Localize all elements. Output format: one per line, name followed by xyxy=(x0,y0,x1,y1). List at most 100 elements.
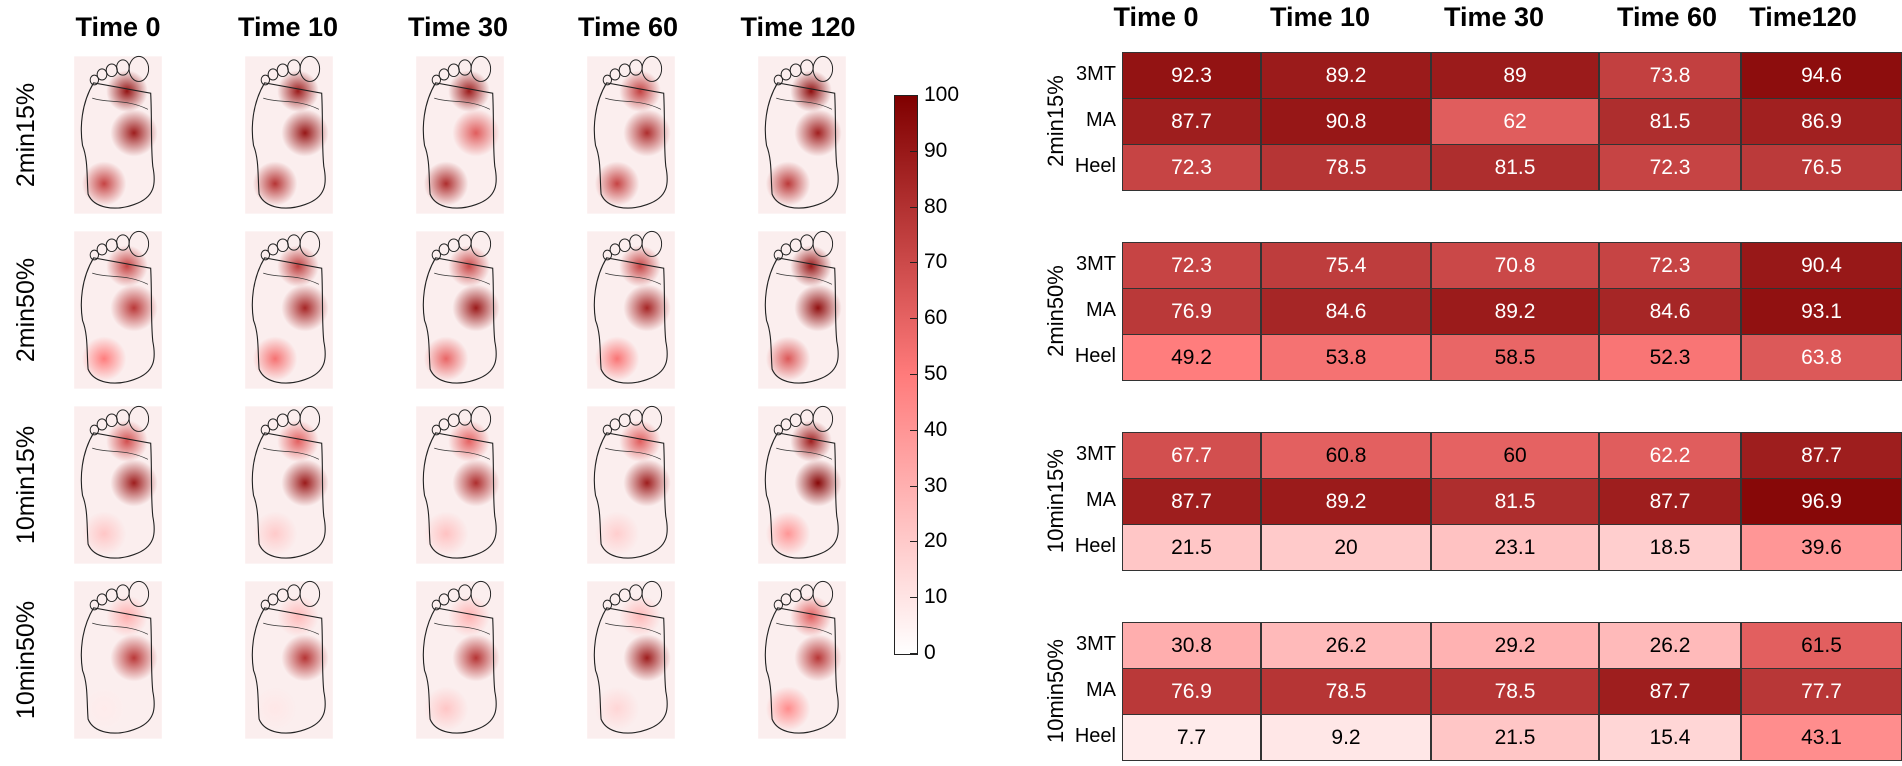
pressure-blob-heel xyxy=(423,511,469,556)
toe-outline xyxy=(618,413,631,428)
foot-outline xyxy=(593,82,668,209)
toe-outline xyxy=(431,74,442,86)
forefoot-line xyxy=(92,97,149,110)
table-cell: 72.3 xyxy=(1122,242,1261,289)
table-cell: 7.7 xyxy=(1122,714,1261,761)
pressure-blob-ma xyxy=(794,109,842,157)
table-cell: 81.5 xyxy=(1431,144,1599,191)
pressure-blob-heel xyxy=(252,161,298,206)
foot-heatmap xyxy=(587,230,675,389)
toe-outline xyxy=(260,599,271,611)
colorbar-tick-mark xyxy=(910,374,917,375)
table-cell: 30.8 xyxy=(1122,622,1261,669)
pressure-blob-heel xyxy=(594,511,640,556)
pressure-blob-heel xyxy=(81,161,127,206)
table-cell: 63.8 xyxy=(1741,334,1902,381)
pressure-blob-heel xyxy=(81,336,127,381)
forefoot-line xyxy=(776,447,833,460)
foot-heatmap xyxy=(245,580,333,739)
colorbar-tick-label: 100 xyxy=(924,83,960,106)
pressure-blob-heel xyxy=(594,336,640,381)
pressure-blob-ma xyxy=(110,634,158,682)
toe-outline xyxy=(438,418,450,431)
table-cell: 15.4 xyxy=(1599,714,1741,761)
table-region-label: MA xyxy=(1086,299,1116,321)
pressure-blob-ma xyxy=(452,109,500,157)
toe-outline xyxy=(267,68,279,81)
foot-heatmap xyxy=(758,580,846,739)
colorbar-tick-label: 50 xyxy=(924,362,948,385)
table-cell: 90.4 xyxy=(1741,242,1902,289)
forefoot-line xyxy=(605,97,662,110)
toe-outline xyxy=(89,599,100,611)
table-region-label: Heel xyxy=(1074,535,1116,557)
foot-outline xyxy=(80,82,155,209)
foot-heatmap xyxy=(245,405,333,564)
foot-outline xyxy=(764,257,839,384)
foot-column-header: Time 10 xyxy=(237,12,339,42)
foot-outline xyxy=(764,82,839,209)
forefoot-line xyxy=(434,97,491,110)
table-region-label: Heel xyxy=(1074,345,1116,367)
pressure-blob-heel xyxy=(765,161,811,206)
toe-outline xyxy=(105,238,118,253)
foot-heatmap xyxy=(758,405,846,564)
toe-outline xyxy=(618,588,631,603)
table-cell: 81.5 xyxy=(1599,98,1741,145)
toe-outline xyxy=(609,243,621,256)
colorbar-tick-label: 30 xyxy=(924,473,948,497)
table-cell: 73.8 xyxy=(1599,52,1741,99)
foot-row-label: 10min15% xyxy=(12,425,40,545)
pressure-blob-ma xyxy=(452,284,500,332)
foot-outline xyxy=(422,257,497,384)
colorbar-tick-label: 70 xyxy=(924,250,948,274)
pressure-blob-heel xyxy=(252,511,298,556)
toe-outline xyxy=(789,63,802,78)
pressure-blob-ma xyxy=(623,109,671,157)
forefoot-line xyxy=(263,447,320,460)
table-cell: 78.5 xyxy=(1261,144,1431,191)
table-cell: 92.3 xyxy=(1122,52,1261,99)
table-cell: 78.5 xyxy=(1261,668,1431,715)
table-cell: 58.5 xyxy=(1431,334,1599,381)
table-region-label: MA xyxy=(1086,109,1116,131)
pressure-blob-ma xyxy=(623,284,671,332)
toe-outline xyxy=(447,588,460,603)
toe-outline xyxy=(447,413,460,428)
foot-heatmap xyxy=(74,580,162,739)
toe-outline xyxy=(447,63,460,78)
table-cell: 90.8 xyxy=(1261,98,1431,145)
toe-outline xyxy=(602,424,613,436)
table-cell: 60.8 xyxy=(1261,432,1431,479)
table-cell: 87.7 xyxy=(1122,98,1261,145)
table-cell: 96.9 xyxy=(1741,478,1902,525)
toe-outline xyxy=(267,243,279,256)
foot-outline xyxy=(593,607,668,734)
toe-outline xyxy=(276,63,289,78)
table-column-header: Time120 xyxy=(1749,2,1857,32)
table-cell: 18.5 xyxy=(1599,524,1741,571)
toe-outline xyxy=(276,413,289,428)
foot-heatmap xyxy=(758,230,846,389)
table-cell: 93.1 xyxy=(1741,288,1902,335)
table-cell: 23.1 xyxy=(1431,524,1599,571)
toe-outline xyxy=(276,238,289,253)
toe-outline xyxy=(267,593,279,606)
table-region-label: Heel xyxy=(1074,725,1116,747)
pressure-blob-ma xyxy=(110,109,158,157)
table-cell: 43.1 xyxy=(1741,714,1902,761)
table-cell: 89.2 xyxy=(1261,52,1431,99)
forefoot-line xyxy=(434,622,491,635)
colorbar xyxy=(894,95,918,655)
pressure-blob-ma xyxy=(623,459,671,507)
foot-outline xyxy=(80,257,155,384)
toe-outline xyxy=(89,424,100,436)
colorbar-tick-mark xyxy=(910,429,917,431)
pressure-blob-ma xyxy=(623,634,671,682)
foot-outline xyxy=(80,432,155,559)
toe-outline xyxy=(609,593,621,606)
toe-outline xyxy=(438,68,450,81)
toe-outline xyxy=(780,593,792,606)
foot-outline xyxy=(251,82,326,209)
table-cell: 62.2 xyxy=(1599,432,1741,479)
